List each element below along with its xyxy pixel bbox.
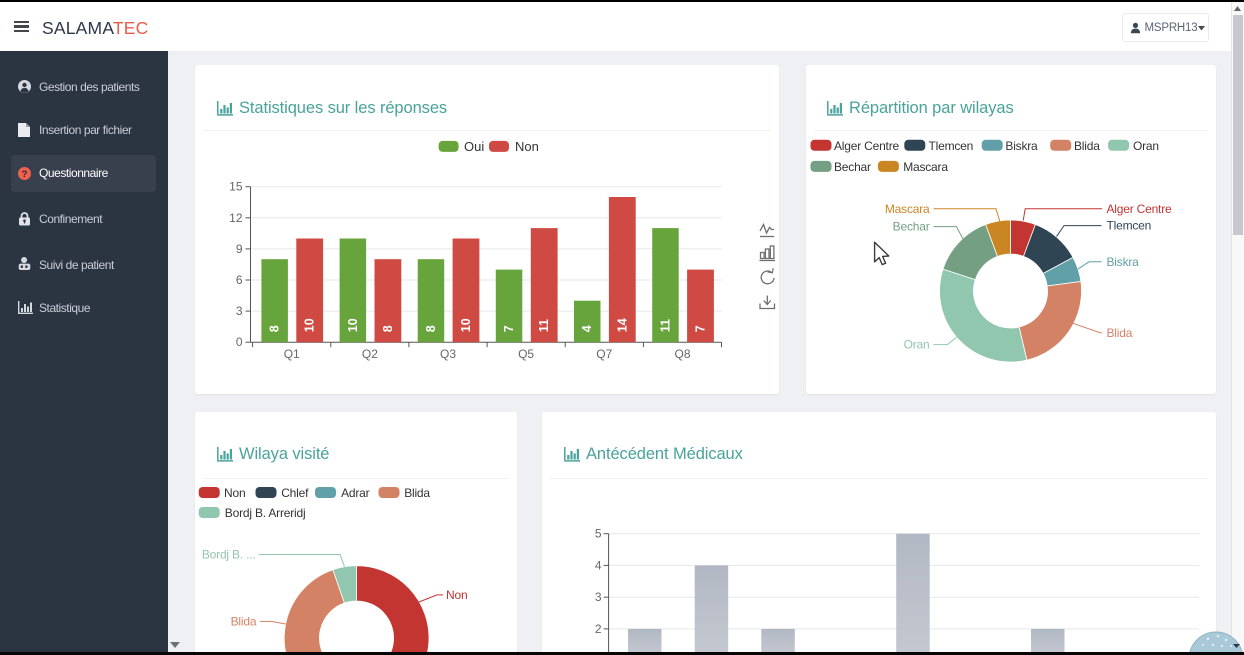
svg-text:Adrar: Adrar: [341, 486, 370, 500]
svg-text:Bechar: Bechar: [893, 219, 930, 233]
svg-text:Tlemcen: Tlemcen: [1107, 219, 1152, 233]
svg-text:Q8: Q8: [674, 347, 690, 361]
svg-text:11: 11: [537, 319, 551, 332]
svg-text:8: 8: [268, 325, 282, 332]
svg-text:10: 10: [346, 318, 360, 332]
svg-text:Blida: Blida: [1107, 326, 1133, 340]
svg-text:6: 6: [236, 273, 243, 287]
svg-text:Mascara: Mascara: [885, 202, 930, 216]
svg-text:4: 4: [580, 325, 594, 332]
svg-text:Non: Non: [446, 588, 467, 602]
svg-text:Chlef: Chlef: [281, 486, 309, 500]
svg-text:Oran: Oran: [904, 338, 930, 352]
svg-text:Bordj B. Arreridj: Bordj B. Arreridj: [225, 506, 306, 520]
svg-text:Oran: Oran: [1133, 139, 1159, 153]
svg-text:Alger Centre: Alger Centre: [1107, 202, 1172, 216]
svg-text:10: 10: [459, 318, 473, 332]
svg-text:3: 3: [236, 304, 243, 318]
svg-text:Blida: Blida: [231, 614, 257, 628]
svg-text:8: 8: [424, 325, 438, 332]
svg-text:Q5: Q5: [518, 347, 534, 361]
svg-text:8: 8: [381, 325, 395, 332]
svg-text:Biskra: Biskra: [1107, 255, 1140, 269]
svg-text:3: 3: [595, 590, 602, 604]
svg-text:Blida: Blida: [1074, 139, 1100, 153]
svg-text:14: 14: [615, 318, 629, 332]
svg-text:Bordj B. ...: Bordj B. ...: [202, 548, 256, 562]
svg-text:7: 7: [694, 325, 708, 332]
svg-text:15: 15: [229, 180, 243, 194]
svg-text:Tlemcen: Tlemcen: [929, 139, 974, 153]
svg-text:Biskra: Biskra: [1005, 139, 1038, 153]
svg-text:Alger Centre: Alger Centre: [834, 139, 899, 153]
svg-text:Blida: Blida: [404, 486, 430, 500]
svg-text:Q3: Q3: [440, 347, 456, 361]
svg-text:Bechar: Bechar: [834, 160, 871, 174]
svg-text:Non: Non: [515, 139, 539, 154]
svg-text:Q1: Q1: [284, 347, 300, 361]
svg-text:11: 11: [658, 319, 672, 332]
svg-text:?: ?: [22, 168, 28, 179]
svg-text:4: 4: [595, 558, 602, 572]
svg-text:9: 9: [236, 242, 243, 256]
svg-text:12: 12: [229, 211, 243, 225]
svg-text:Oui: Oui: [464, 139, 484, 154]
svg-text:Q7: Q7: [596, 347, 612, 361]
svg-text:5: 5: [595, 527, 602, 541]
svg-text:7: 7: [502, 325, 516, 332]
svg-text:Mascara: Mascara: [903, 160, 948, 174]
svg-text:0: 0: [236, 335, 243, 349]
svg-text:10: 10: [303, 318, 317, 332]
svg-text:Non: Non: [224, 486, 245, 500]
svg-text:Q2: Q2: [362, 347, 378, 361]
svg-text:2: 2: [595, 622, 602, 636]
